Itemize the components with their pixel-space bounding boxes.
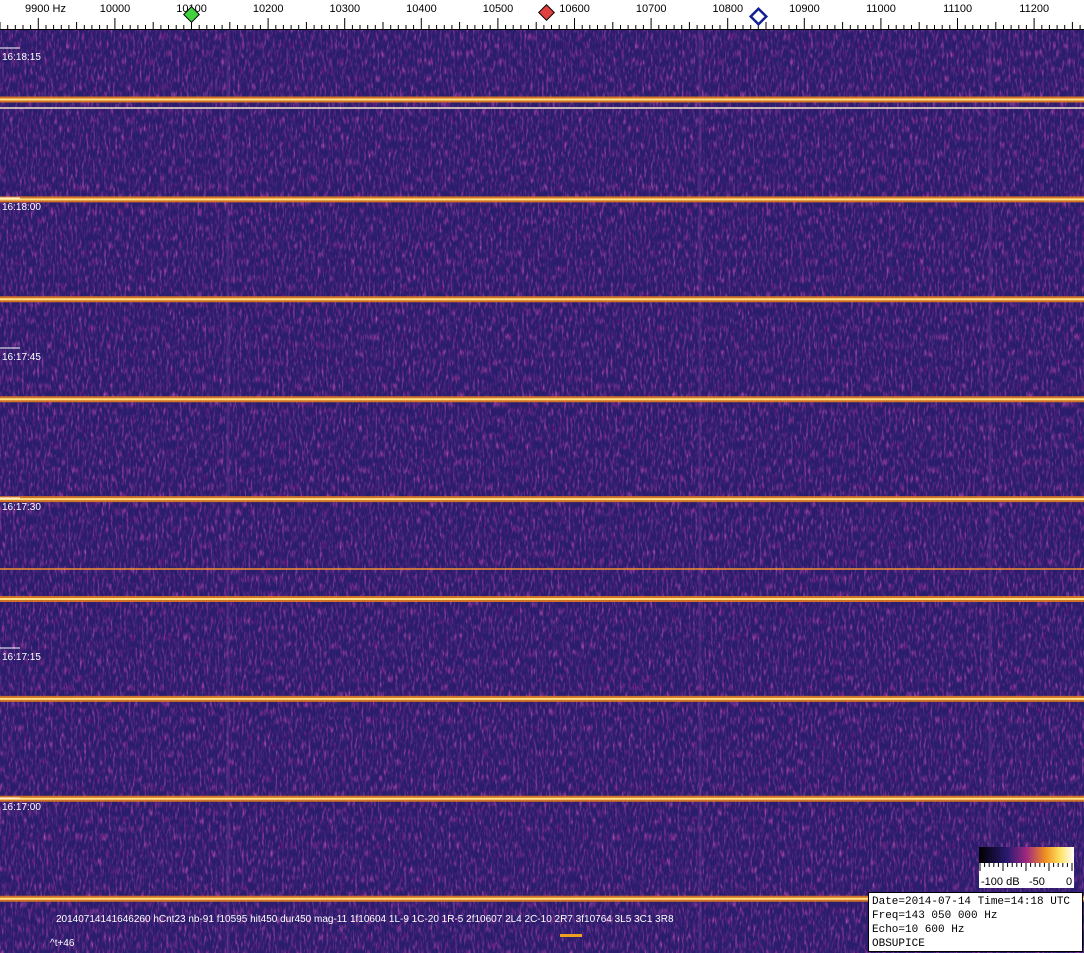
marker-blue — [748, 6, 769, 27]
marker-green — [183, 6, 200, 23]
beacon-pulses — [0, 96, 1084, 902]
time-label: 16:17:00 — [2, 802, 41, 813]
time-label: 16:18:00 — [2, 202, 41, 213]
tick-marks — [0, 18, 1081, 29]
info-line: Date=2014-07-14 Time=14:18 UTC — [872, 896, 1070, 908]
time-label: 16:17:30 — [2, 502, 41, 513]
colorbar-ticks — [979, 863, 1073, 871]
info-box — [868, 892, 1083, 952]
info-line: OBSUPICE — [872, 938, 925, 950]
frequency-label: 10200 — [253, 3, 284, 15]
time-labels: 16:18:15 16:18:00 16:17:45 16:17:30 16:17:15… — [0, 47, 41, 813]
time-label: 16:17:45 — [2, 352, 41, 363]
colorbar-label: -50 — [1029, 876, 1045, 888]
frequency-label: 11200 — [1019, 3, 1049, 15]
detection-trace — [560, 934, 582, 937]
frequency-label: 10300 — [330, 3, 361, 15]
waterfall-noise — [0, 30, 1084, 953]
time-label: 16:17:15 — [2, 652, 41, 663]
frequency-label: 10800 — [713, 3, 744, 15]
frequency-label: 10400 — [406, 3, 437, 15]
offset-text: ^t+46 — [50, 938, 75, 949]
info-line: Echo=10 600 Hz — [872, 924, 964, 936]
frequency-label: 11000 — [866, 3, 896, 15]
colorbar-label: -100 dB — [981, 876, 1020, 888]
colorbar — [979, 847, 1074, 863]
marker-red — [538, 4, 555, 21]
markers — [183, 4, 769, 27]
frequency-label: 9900 Hz — [25, 3, 66, 15]
frequency-label: 10700 — [636, 3, 667, 15]
detection-text: 20140714141646260 hCnt23 nb-91 f10595 hi… — [56, 914, 674, 925]
colorbar-label: 0 — [1066, 876, 1072, 888]
info-line: Freq=143 050 000 Hz — [872, 910, 997, 922]
frequency-label: 11100 — [943, 3, 972, 15]
frequency-label: 10600 — [559, 3, 590, 15]
frequency-label: 10900 — [789, 3, 820, 15]
frequency-label: 10000 — [100, 3, 131, 15]
time-label: 16:18:15 — [2, 52, 41, 63]
frequency-label: 10500 — [483, 3, 514, 15]
